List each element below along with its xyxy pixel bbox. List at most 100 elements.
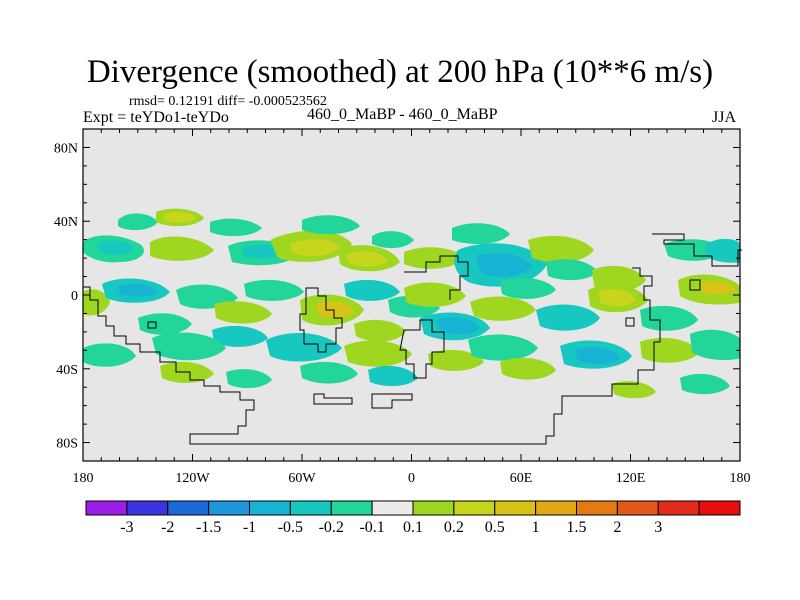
field-patch (500, 357, 556, 380)
colorbar-label: -2 (161, 519, 174, 536)
continent-outline-central (299, 287, 343, 353)
field-patch (404, 247, 464, 269)
colorbar-label: -0.5 (278, 519, 303, 536)
field-patch (428, 349, 484, 371)
colorbar-label: -0.2 (319, 519, 344, 536)
field-patch (118, 213, 158, 231)
experiment-label: Expt = teYDo1-teYDo (83, 109, 229, 126)
colorbar-swatch (535, 500, 577, 516)
colorbar-swatch (85, 500, 128, 516)
field-patch (152, 332, 226, 361)
colorbar-label: -3 (120, 519, 133, 536)
x-tick-label: 120W (175, 471, 210, 486)
x-tick-label: 180 (73, 471, 94, 486)
colorbar-label: -0.1 (359, 519, 384, 536)
field-patch (468, 334, 538, 361)
y-tick-label: 80N (54, 141, 78, 156)
field-patch (536, 304, 600, 331)
y-tick-label: 40S (56, 363, 78, 378)
colorbar-swatch (330, 500, 373, 516)
continent-outline-west (83, 267, 661, 445)
field-patch (404, 282, 466, 307)
field-patch (640, 305, 698, 331)
field-patch (210, 218, 262, 237)
field-patch (150, 236, 214, 261)
colorbar-label: 1.5 (567, 519, 587, 536)
colorbar-label: -1 (243, 519, 256, 536)
field-patch (476, 253, 532, 277)
y-tick-label: 0 (71, 289, 78, 304)
case-subtitle: 460_0_MaBP - 460_0_MaBP (307, 106, 498, 123)
y-tick-label: 40N (54, 215, 78, 230)
colorbar-swatch (453, 500, 496, 516)
colorbar-label: 0.1 (403, 519, 423, 536)
field-patch (354, 319, 406, 342)
divergence-field (83, 208, 740, 399)
field-patch (344, 340, 412, 367)
field-patch (690, 329, 740, 360)
colorbar (85, 500, 741, 516)
field-patch (368, 365, 418, 387)
colorbar-labels: -3 -2 -1.5 -1 -0.5 -0.2 -0.1 0.1 0.2 0.5 1 1.5 2 3 (120, 519, 662, 536)
field-patch (680, 373, 730, 395)
colorbar-label: 1 (532, 519, 540, 536)
field-patch (138, 313, 192, 335)
colorbar-label: 2 (613, 519, 621, 536)
axes-ticks (82, 128, 741, 462)
continent-outline-eurasia (404, 255, 469, 300)
colorbar-swatch (494, 500, 537, 516)
colorbar-swatch (412, 500, 455, 516)
colorbar-swatch (208, 500, 250, 516)
field-patch (83, 343, 136, 367)
colorbar-swatch (249, 500, 291, 516)
field-patch (346, 251, 388, 267)
field-patch (372, 231, 414, 249)
axes-labels: 180 120W 60W 0 60E 120E 180 80N 40N 0 40S 80S (54, 141, 751, 486)
x-tick-label: 0 (408, 471, 415, 486)
season-label: JJA (712, 109, 737, 126)
chart-title: Divergence (smoothed) at 200 hPa (10**6 … (86, 54, 714, 90)
colorbar-label: 0.2 (444, 519, 464, 536)
field-patch (574, 347, 620, 365)
field-patch (546, 259, 598, 281)
field-patch (212, 325, 268, 347)
coastline (83, 233, 742, 445)
x-tick-label: 180 (730, 471, 751, 486)
field-patch (164, 211, 196, 223)
colorbar-label: 0.5 (485, 519, 505, 536)
field-patch (266, 333, 342, 362)
field-patch (452, 223, 510, 244)
field-patch (436, 317, 480, 335)
field-patch (344, 279, 400, 301)
field-patch (640, 337, 700, 363)
rmsd-diff-stats: rmsd= 0.12191 diff= -0.000523562 (129, 94, 327, 109)
field-patch (98, 240, 134, 255)
x-tick-label: 60E (510, 471, 533, 486)
colorbar-label: 3 (654, 519, 662, 536)
field-patch (244, 279, 304, 301)
field-patch (118, 284, 158, 297)
colorbar-swatch (289, 500, 332, 516)
field-patch (500, 277, 556, 299)
continent-outline-africa (399, 319, 445, 379)
field-patch (302, 215, 360, 235)
continent-outline-islands (147, 279, 701, 409)
colorbar-swatch (126, 500, 169, 516)
colorbar-swatch (371, 500, 414, 516)
field-patch (528, 235, 594, 263)
field-patch (706, 239, 740, 263)
x-tick-label: 60W (288, 471, 316, 486)
colorbar-label: -1.5 (196, 519, 221, 536)
field-patch (214, 301, 272, 324)
field-patch (612, 381, 656, 399)
colorbar-swatch (576, 500, 618, 516)
field-patch (700, 281, 736, 295)
continent-outline-asia-east (652, 233, 742, 267)
colorbar-swatch (167, 500, 210, 516)
field-patch (470, 296, 536, 321)
y-tick-label: 80S (56, 437, 78, 452)
colorbar-swatch (616, 500, 659, 516)
x-tick-label: 120E (616, 471, 646, 486)
colorbar-swatch (657, 500, 700, 516)
